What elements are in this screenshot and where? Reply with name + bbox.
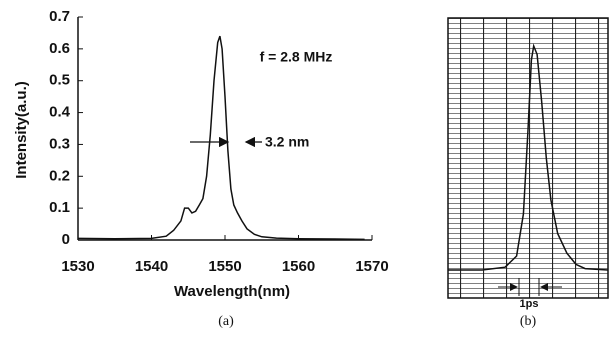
y-axis-label: Intensity(a.u.) <box>13 81 30 179</box>
x-tick-label: 1530 <box>61 258 94 275</box>
y-tick-label: 0.3 <box>49 135 70 152</box>
y-tick-label: 0.6 <box>49 40 70 57</box>
figure: Intensity(a.u.) Wavelength(nm) f = 2.8 M… <box>0 0 611 338</box>
x-tick-label: 1550 <box>208 258 241 275</box>
y-tick-label: 0.5 <box>49 72 70 89</box>
y-tick-label: 0.7 <box>49 8 70 25</box>
y-tick-label: 0.2 <box>49 167 70 184</box>
y-tick-label: 0.1 <box>49 199 70 216</box>
caption: (a) <box>218 314 234 329</box>
annotation: 3.2 nm <box>265 134 309 150</box>
annotation: f = 2.8 MHz <box>260 49 333 65</box>
graticule <box>448 18 608 298</box>
x-axis-label: Wavelength(nm) <box>174 283 290 300</box>
x-tick-label: 1560 <box>282 258 315 275</box>
y-tick-label: 0.4 <box>49 104 71 121</box>
x-tick-label: 1540 <box>135 258 168 275</box>
x-tick-label: 1570 <box>355 258 388 275</box>
y-tick-label: 0 <box>62 231 70 248</box>
caption: (b) <box>520 314 537 329</box>
data-line <box>78 36 365 239</box>
annotation: 1ps <box>520 298 539 310</box>
